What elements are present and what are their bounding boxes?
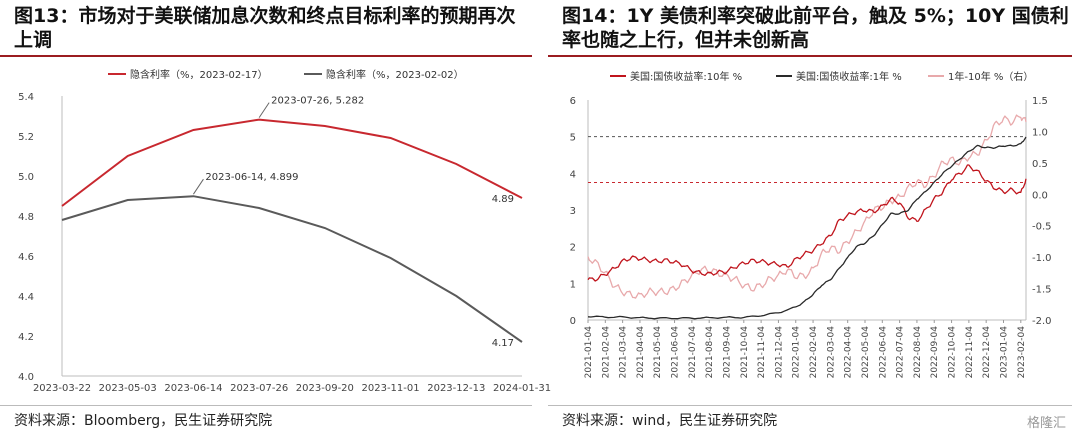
y-tick-label: 4.2	[18, 332, 34, 343]
left-title-rule	[0, 55, 532, 57]
y-left-tick-label: 3	[570, 206, 576, 217]
left-chart: 隐含利率（%，2023-02-17） 隐含利率（%，2023-02-02） 4.0 4…	[18, 68, 551, 394]
y-right-tick-label: 1.5	[1032, 96, 1048, 107]
x-tick-label: 2024-01-31	[493, 383, 551, 394]
series-line-1	[587, 136, 1027, 320]
x-tick-label: 2021-05-04	[653, 326, 663, 379]
left-source: 资料来源：Bloomberg，民生证券研究院	[14, 413, 273, 429]
y-tick-label: 5.4	[18, 92, 34, 103]
left-panel: 图13：市场对于美联储加息次数和终点目标利率的预期再次上调 隐含利率（%，202…	[0, 5, 551, 429]
legend-label-2: 1年-10年 %（右）	[948, 70, 1033, 83]
x-tick-label: 2023-11-01	[362, 383, 420, 394]
y-left-tick-label: 5	[570, 133, 576, 144]
x-tick-label: 2022-09-04	[930, 326, 940, 379]
x-tick-label: 2023-02-04	[1017, 326, 1027, 379]
end-value-label-1: 4.17	[492, 338, 514, 349]
annotation-label-1: 2023-06-14, 4.899	[205, 172, 298, 183]
x-tick-label: 2021-10-04	[740, 326, 750, 379]
y-tick-label: 4.6	[18, 252, 34, 263]
x-tick-label: 2021-12-04	[774, 326, 784, 379]
y-right-tick-label: 1.0	[1032, 127, 1048, 138]
x-tick-label: 2022-07-04	[896, 326, 906, 379]
y-right-tick-label: 0.0	[1032, 190, 1048, 201]
y-tick-label: 4.4	[18, 292, 34, 303]
x-tick-label: 2023-06-14	[164, 383, 222, 394]
x-tick-label: 2021-07-04	[688, 326, 698, 379]
y-left-tick-label: 2	[570, 243, 576, 254]
x-tick-label: 2022-02-04	[809, 326, 819, 379]
x-tick-label: 2023-07-26	[230, 383, 288, 394]
y-left-tick-label: 4	[570, 169, 576, 180]
right-chart-title: 图14：1Y 美债利率突破此前平台，触及 5%；10Y 国债利率也随之上行，但并…	[562, 5, 1069, 51]
x-tick-label: 2023-09-20	[296, 383, 354, 394]
left-source-rule	[0, 405, 532, 406]
y-right-tick-label: -0.5	[1032, 222, 1052, 233]
y-tick-label: 4.8	[18, 212, 34, 223]
y-right-tick-label: -1.0	[1032, 253, 1052, 264]
x-tick-label: 2023-03-22	[33, 383, 91, 394]
series-line-0	[587, 164, 1027, 282]
y-right-tick-label: -1.5	[1032, 285, 1052, 296]
x-tick-label: 2023-05-03	[99, 383, 157, 394]
legend-label-1: 隐含利率（%，2023-02-02）	[326, 68, 464, 81]
legend-label-1: 美国:国债收益率:1年 %	[796, 70, 902, 83]
x-tick-label: 2021-04-04	[636, 326, 646, 379]
x-tick-label: 2022-12-04	[982, 326, 992, 379]
x-tick-label: 2023-01-04	[999, 326, 1009, 379]
right-chart: 美国:国债收益率:10年 % 美国:国债收益率:1年 % 1年-10年 %（右） 0 1…	[570, 70, 1052, 379]
legend-label-0: 美国:国债收益率:10年 %	[630, 70, 742, 83]
y-tick-label: 5.2	[18, 132, 34, 143]
watermark-logo: 格隆汇	[1026, 416, 1066, 431]
x-tick-label: 2022-01-04	[792, 326, 802, 379]
x-tick-label: 2021-06-04	[671, 326, 681, 379]
x-tick-label: 2022-03-04	[826, 326, 836, 379]
end-value-label-0: 4.89	[492, 194, 514, 205]
y-left-tick-label: 1	[570, 279, 576, 290]
annotation-leader-1	[193, 178, 204, 195]
x-tick-label: 2021-11-04	[757, 326, 767, 379]
series-line-0	[61, 118, 523, 207]
annotation-leader-0	[258, 102, 270, 118]
right-source-rule	[548, 405, 1072, 406]
x-tick-label: 2021-08-04	[705, 326, 715, 379]
y-left-tick-label: 6	[570, 96, 576, 107]
x-tick-label: 2021-03-04	[619, 326, 629, 379]
y-tick-label: 5.0	[18, 172, 34, 183]
right-source: 资料来源：wind，民生证券研究院	[562, 413, 778, 429]
left-chart-title: 图13：市场对于美联储加息次数和终点目标利率的预期再次上调	[14, 5, 516, 51]
x-tick-label: 2021-09-04	[722, 326, 732, 379]
x-tick-label: 2022-05-04	[861, 326, 871, 379]
y-right-tick-label: 0.5	[1032, 159, 1048, 170]
y-left-tick-label: 0	[570, 316, 576, 327]
x-tick-label: 2022-06-04	[878, 326, 888, 379]
series-line-1	[61, 195, 523, 343]
x-tick-label: 2022-08-04	[913, 326, 923, 379]
legend-label-0: 隐含利率（%，2023-02-17）	[130, 68, 268, 81]
x-tick-label: 2023-12-13	[427, 383, 485, 394]
y-tick-label: 4.0	[18, 372, 34, 383]
x-tick-label: 2021-02-04	[601, 326, 611, 379]
right-title-rule	[548, 55, 1072, 57]
x-tick-label: 2022-11-04	[965, 326, 975, 379]
y-right-tick-label: -2.0	[1032, 316, 1052, 327]
x-tick-label: 2022-04-04	[844, 326, 854, 379]
x-tick-label: 2022-10-04	[948, 326, 958, 379]
x-tick-label: 2021-01-04	[584, 326, 594, 379]
right-panel: 图14：1Y 美债利率突破此前平台，触及 5%；10Y 国债利率也随之上行，但并…	[548, 0, 1080, 437]
annotation-label-0: 2023-07-26, 5.282	[271, 96, 364, 107]
series-line-2	[587, 114, 1027, 299]
